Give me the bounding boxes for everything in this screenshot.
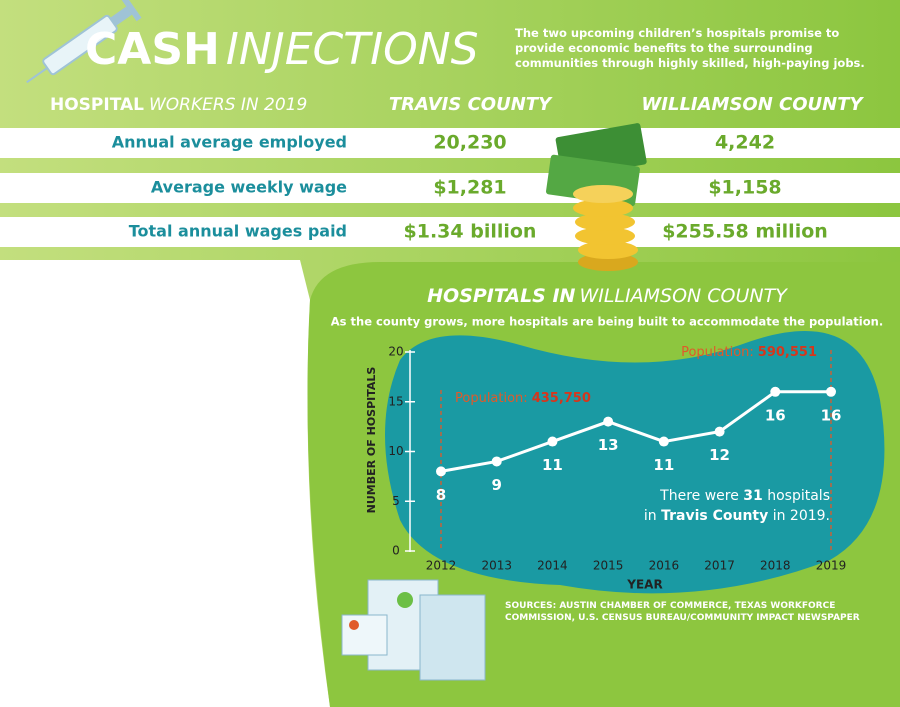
x-tick-label: 2012 xyxy=(426,559,457,573)
data-label: 13 xyxy=(598,436,619,454)
money-icon xyxy=(546,123,647,271)
travis-value: 20,230 xyxy=(433,132,506,154)
y-tick-label: 0 xyxy=(392,544,400,558)
row-label: Annual average employed xyxy=(112,133,347,152)
y-tick-label: 15 xyxy=(388,394,403,408)
data-point xyxy=(658,436,669,447)
x-tick-label: 2014 xyxy=(537,559,568,573)
annotation: Population: 435,750 xyxy=(455,391,591,406)
row-stripe xyxy=(0,217,900,247)
note-text: There were xyxy=(660,488,739,504)
note-text: hospitals xyxy=(767,488,830,504)
x-tick-label: 2013 xyxy=(481,559,512,573)
data-point xyxy=(547,436,558,447)
table-heading: HOSPITAL WORKERS IN 2019 xyxy=(50,95,307,115)
table-heading-bold: HOSPITAL xyxy=(50,95,144,115)
title: CASH INJECTIONS xyxy=(85,24,479,75)
note: There were 31 hospitals in Travis County … xyxy=(600,486,830,526)
note-text: in 2019. xyxy=(772,508,830,524)
syringe-icon xyxy=(26,0,142,84)
y-tick-label: 5 xyxy=(392,494,400,508)
annotation-label: Population: xyxy=(681,345,754,360)
data-point xyxy=(491,456,502,467)
title-bold: CASH xyxy=(85,24,220,75)
row-stripe xyxy=(0,173,900,203)
table-heading-light: WORKERS IN 2019 xyxy=(149,95,307,115)
row-label: Total annual wages paid xyxy=(129,222,347,241)
y-tick-label: 20 xyxy=(388,345,403,359)
note-county: Travis County xyxy=(661,508,769,524)
data-point xyxy=(436,466,446,477)
intro: The two upcoming children’s hospitals pr… xyxy=(515,26,865,70)
williamson-value: $1,158 xyxy=(708,177,781,199)
column-header: TRAVIS COUNTY xyxy=(389,94,553,115)
travis-value: $1,281 xyxy=(433,177,506,199)
title-light: INJECTIONS xyxy=(226,24,479,75)
williamson-value: $255.58 million xyxy=(662,221,828,243)
x-tick-label: 2016 xyxy=(649,559,680,573)
x-tick-label: 2017 xyxy=(704,559,735,573)
y-axis-label: NUMBER OF HOSPITALS xyxy=(365,367,378,514)
data-point xyxy=(826,386,836,397)
data-label: 16 xyxy=(765,406,786,424)
x-axis-label: YEAR xyxy=(626,578,662,592)
data-label: 8 xyxy=(436,486,446,504)
data-label: 16 xyxy=(821,406,842,424)
plot-blob xyxy=(385,331,885,594)
data-point xyxy=(714,426,725,437)
williamson-value: 4,242 xyxy=(715,132,775,154)
x-tick-label: 2018 xyxy=(760,559,791,573)
data-label: 9 xyxy=(491,476,501,494)
data-label: 11 xyxy=(542,456,563,474)
chart-subtitle: As the county grows, more hospitals are … xyxy=(331,315,883,329)
annotation-value: 435,750 xyxy=(532,391,591,406)
row-stripe xyxy=(0,128,900,158)
annotation: Population: 590,551 xyxy=(681,345,817,360)
data-label: 12 xyxy=(709,446,730,464)
data-line xyxy=(440,390,831,473)
chart-title-bold: HOSPITALS IN xyxy=(427,285,575,307)
travis-value: $1.34 billion xyxy=(404,221,537,243)
chart-title: HOSPITALS IN WILLIAMSON COUNTY xyxy=(427,285,788,307)
data-point xyxy=(603,416,614,427)
x-tick-label: 2015 xyxy=(593,559,624,573)
column-header: WILLIAMSON COUNTY xyxy=(641,94,864,115)
note-number: 31 xyxy=(743,488,763,504)
y-tick-label: 10 xyxy=(388,444,403,458)
chart-title-light: WILLIAMSON COUNTY xyxy=(579,285,788,307)
annotation-value: 590,551 xyxy=(758,345,817,360)
x-tick-label: 2019 xyxy=(816,559,847,573)
annotation-label: Population: xyxy=(455,391,528,406)
note-text: in xyxy=(643,508,657,524)
row-label: Average weekly wage xyxy=(151,178,347,197)
hospital-icon xyxy=(341,579,486,681)
data-point xyxy=(770,386,781,397)
data-label: 11 xyxy=(653,456,674,474)
sources: SOURCES: AUSTIN CHAMBER OF COMMERCE, TEX… xyxy=(505,601,860,623)
